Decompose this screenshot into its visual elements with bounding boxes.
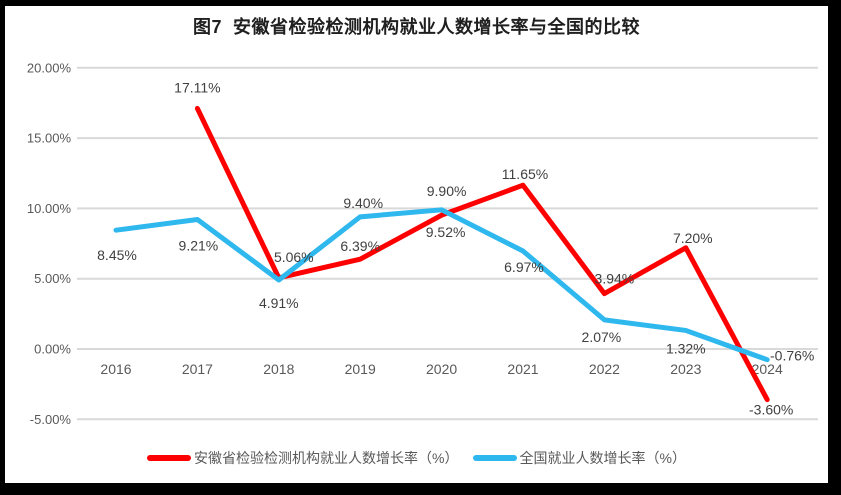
data-label: 3.94% bbox=[595, 271, 635, 287]
x-axis-tick-label: 2017 bbox=[182, 361, 213, 377]
data-label: 9.40% bbox=[343, 195, 383, 211]
x-axis-tick-label: 2020 bbox=[426, 361, 457, 377]
x-axis-tick-label: 2019 bbox=[345, 361, 376, 377]
x-axis-tick-label: 2021 bbox=[507, 361, 538, 377]
data-label: 8.45% bbox=[97, 247, 137, 263]
data-label: 17.11% bbox=[174, 79, 220, 95]
legend-item-anhui: 安徽省检验检测机构就业人数增长率（%） bbox=[147, 448, 459, 468]
legend-item-national: 全国就业人数增长率（%） bbox=[472, 448, 686, 468]
x-axis-tick-label: 2022 bbox=[589, 361, 620, 377]
national-series-swatch-icon bbox=[472, 455, 517, 461]
data-label: 7.20% bbox=[673, 230, 713, 246]
y-axis-tick-label: 15.00% bbox=[27, 131, 72, 146]
anhui-series-line bbox=[194, 105, 770, 403]
data-label: 4.91% bbox=[259, 295, 299, 311]
y-axis-tick-label: 5.00% bbox=[34, 271, 71, 286]
data-label: 11.65% bbox=[502, 166, 548, 182]
data-label: 1.32% bbox=[666, 340, 706, 356]
data-label: 9.90% bbox=[427, 183, 467, 199]
y-axis-tick-label: -5.00% bbox=[30, 412, 72, 427]
national-series-line bbox=[113, 207, 770, 363]
legend-label-national: 全国就业人数增长率（%） bbox=[519, 450, 686, 466]
data-label: -3.60% bbox=[749, 402, 793, 418]
data-label: 9.52% bbox=[426, 224, 466, 240]
data-label: 5.06% bbox=[274, 249, 314, 265]
x-axis-tick-label: 2024 bbox=[752, 361, 783, 377]
chart-title: 图7 安徽省检验检测机构就业人数增长率与全国的比较 bbox=[192, 17, 640, 37]
data-label: -0.76% bbox=[770, 348, 814, 364]
chart-legend: 安徽省检验检测机构就业人数增长率（%） 全国就业人数增长率（%） bbox=[5, 448, 828, 468]
anhui-series-swatch-icon bbox=[147, 455, 192, 461]
x-axis-tick-label: 2023 bbox=[670, 361, 701, 377]
x-axis-tick-label: 2018 bbox=[263, 361, 294, 377]
data-label: 6.39% bbox=[340, 238, 380, 254]
y-axis-tick-label: 10.00% bbox=[27, 201, 72, 216]
y-axis-tick-label: 20.00% bbox=[27, 60, 72, 75]
x-axis-tick-label: 2016 bbox=[100, 361, 131, 377]
y-axis-tick-label: 0.00% bbox=[34, 342, 71, 357]
data-label: 6.97% bbox=[504, 259, 544, 275]
chart-page bbox=[5, 6, 828, 483]
data-label: 9.21% bbox=[179, 238, 219, 254]
data-label: 2.07% bbox=[582, 329, 622, 345]
legend-label-anhui: 安徽省检验检测机构就业人数增长率（%） bbox=[194, 450, 459, 466]
